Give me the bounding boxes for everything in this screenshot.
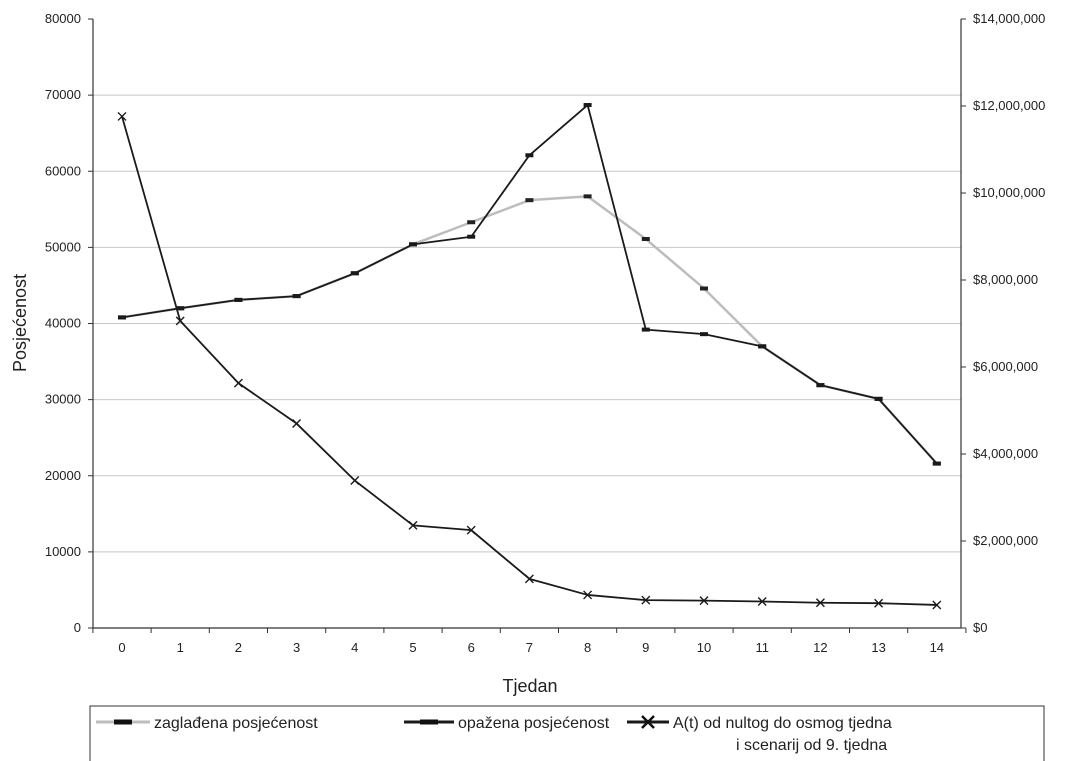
x-tick-label: 12	[813, 640, 827, 655]
y-tick-label: 20000	[45, 468, 81, 483]
data-point	[815, 598, 825, 608]
data-point	[350, 476, 360, 486]
series-line	[121, 104, 938, 465]
data-point	[524, 574, 534, 584]
series-line	[121, 195, 938, 465]
y2-tick-label: $4,000,000	[973, 446, 1038, 461]
y-axis-title: Posjećenost	[10, 274, 30, 372]
y2-tick-label: $12,000,000	[973, 98, 1045, 113]
y2-tick-label: $0	[973, 620, 987, 635]
data-point	[408, 520, 418, 530]
data-point	[233, 378, 243, 388]
x-tick-label: 8	[584, 640, 591, 655]
y2-tick-label: $8,000,000	[973, 272, 1038, 287]
data-point	[699, 596, 709, 606]
data-point	[117, 111, 127, 121]
x-tick-label: 1	[177, 640, 184, 655]
gridlines	[93, 94, 961, 553]
data-point	[757, 596, 767, 606]
legend-label: i scenarij od 9. tjedna	[736, 737, 887, 754]
legend-label: A(t) od nultog do osmog tjedna	[673, 715, 892, 732]
y-tick-label: 10000	[45, 544, 81, 559]
data-point	[641, 595, 651, 605]
x-tick-label: 5	[409, 640, 416, 655]
data-point	[583, 590, 593, 600]
series-line	[121, 116, 937, 606]
x-tick-label: 7	[526, 640, 533, 655]
legend-item-2: opažena posjećenost	[404, 715, 610, 732]
series-layer	[117, 103, 942, 610]
y-tick-label: 30000	[45, 392, 81, 407]
y-tick-label: 80000	[45, 11, 81, 26]
y-tick-label: 40000	[45, 316, 81, 331]
legend-label: zaglađena posjećenost	[154, 715, 318, 732]
legend-label: opažena posjećenost	[458, 715, 610, 732]
data-point	[466, 525, 476, 535]
data-point	[932, 600, 942, 610]
x-tick-label: 10	[697, 640, 711, 655]
x-tick-label: 11	[755, 640, 769, 655]
legend-item-1: zaglađena posjećenost	[96, 715, 318, 732]
right-axis-ticks: $0 $2,000,000 $4,000,000 $6,000,000 $8,000,0…	[961, 11, 1045, 635]
data-point	[292, 419, 302, 429]
y2-tick-label: $10,000,000	[973, 185, 1045, 200]
legend-box	[89, 705, 1045, 761]
legend-marker	[641, 715, 655, 729]
x-tick-label: 4	[351, 640, 358, 655]
x-tick-label: 3	[293, 640, 300, 655]
series-2	[118, 103, 941, 466]
x-tick-label: 14	[930, 640, 944, 655]
series-3	[117, 111, 942, 610]
x-axis-title: Tjedan	[502, 676, 557, 696]
x-tick-label: 2	[235, 640, 242, 655]
y-tick-label: 60000	[45, 163, 81, 178]
data-point	[175, 316, 185, 326]
x-tick-label: 13	[871, 640, 885, 655]
x-tick-label: 9	[642, 640, 649, 655]
y-tick-label: 70000	[45, 87, 81, 102]
y2-tick-label: $14,000,000	[973, 11, 1045, 26]
data-point	[874, 598, 884, 608]
series-1	[118, 194, 941, 466]
left-axis-ticks: 0 10000 20000 30000 40000 50000 60000 70000 8000…	[45, 11, 93, 635]
x-tick-label: 0	[118, 640, 125, 655]
y2-tick-label: $6,000,000	[973, 359, 1038, 374]
x-axis-ticks: 0 1 2 3 4 5 6 7 8 9 10 11 12 13 14	[92, 628, 967, 655]
y2-tick-label: $2,000,000	[973, 533, 1038, 548]
legend-item-3: A(t) od nultog do osmog tjedna i scenarij…	[627, 715, 892, 754]
y-tick-label: 50000	[45, 239, 81, 254]
legend: zaglađena posjećenost opažena posjećenost…	[89, 705, 1045, 761]
x-tick-label: 6	[468, 640, 475, 655]
y-tick-label: 0	[74, 620, 81, 635]
